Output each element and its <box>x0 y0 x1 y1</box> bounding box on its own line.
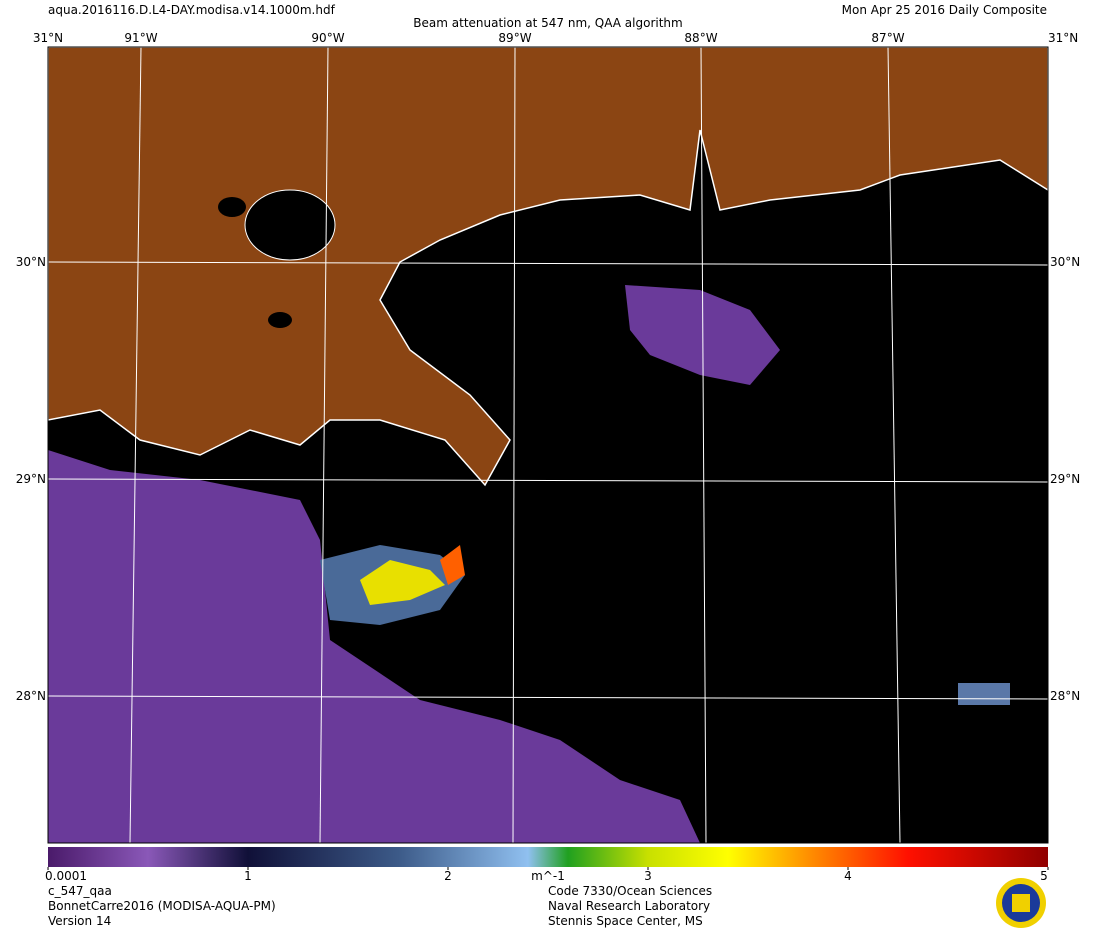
colorbar-tick-label: 2 <box>444 869 452 883</box>
footer-line: Version 14 <box>48 914 111 928</box>
lake-maurepas <box>218 197 246 217</box>
file-name: aqua.2016116.D.L4-DAY.modisa.v14.1000m.h… <box>48 3 336 17</box>
colorbar-tick-label: 4 <box>844 869 852 883</box>
lat-label: 30°N <box>16 255 46 269</box>
parallel <box>47 261 1049 266</box>
footer-line: c_547_qaa <box>48 884 112 898</box>
colorbar-unit: m^-1 <box>531 869 565 883</box>
meridian <box>319 46 329 844</box>
corner-lat: 31°N <box>1048 31 1078 45</box>
lon-label: 87°W <box>871 31 904 45</box>
lat-label: 28°N <box>16 689 46 703</box>
meridian <box>700 46 707 844</box>
footer-left: c_547_qaa BonnetCarre2016 (MODISA-AQUA-P… <box>48 884 276 928</box>
footer-line: Stennis Space Center, MS <box>548 914 703 928</box>
lon-label: 89°W <box>498 31 531 45</box>
meridian <box>129 46 142 844</box>
parallel <box>47 478 1049 483</box>
colorbar-tick-label: 3 <box>644 869 652 883</box>
lake-pontchartrain <box>244 189 336 261</box>
plume-core <box>360 560 445 605</box>
map <box>47 46 1049 844</box>
date: Mon Apr 25 2016 Daily Composite <box>842 3 1047 17</box>
meridian <box>512 46 516 844</box>
lat-label: 28°N <box>1050 689 1080 703</box>
plume-edge <box>440 545 465 585</box>
lake <box>268 312 292 328</box>
footer-line: Naval Research Laboratory <box>548 899 710 913</box>
colorbar-tick-label: 0.0001 <box>45 869 87 883</box>
land <box>47 46 1049 487</box>
parallel <box>47 695 1049 700</box>
lat-label: 30°N <box>1050 255 1080 269</box>
footer-center: Code 7330/Ocean Sciences Naval Research … <box>548 884 712 928</box>
lat-label: 29°N <box>1050 472 1080 486</box>
clear-water <box>48 450 700 843</box>
meridian <box>887 46 901 844</box>
footer-line: BonnetCarre2016 (MODISA-AQUA-PM) <box>48 899 276 913</box>
nrl-logo <box>996 878 1046 928</box>
footer-line: Code 7330/Ocean Sciences <box>548 884 712 898</box>
colorbar-tick-label: 1 <box>244 869 252 883</box>
lon-label: 90°W <box>311 31 344 45</box>
lon-label: 91°W <box>124 31 157 45</box>
corner-lat: 31°N <box>33 31 63 45</box>
colorbar <box>48 847 1048 867</box>
lon-label: 88°W <box>684 31 717 45</box>
map-frame <box>47 46 1049 844</box>
title: Beam attenuation at 547 nm, QAA algorith… <box>413 16 682 30</box>
lat-label: 29°N <box>16 472 46 486</box>
offshore-cloud <box>958 683 1010 705</box>
colorbar-tick-label: 5 <box>1040 869 1048 883</box>
